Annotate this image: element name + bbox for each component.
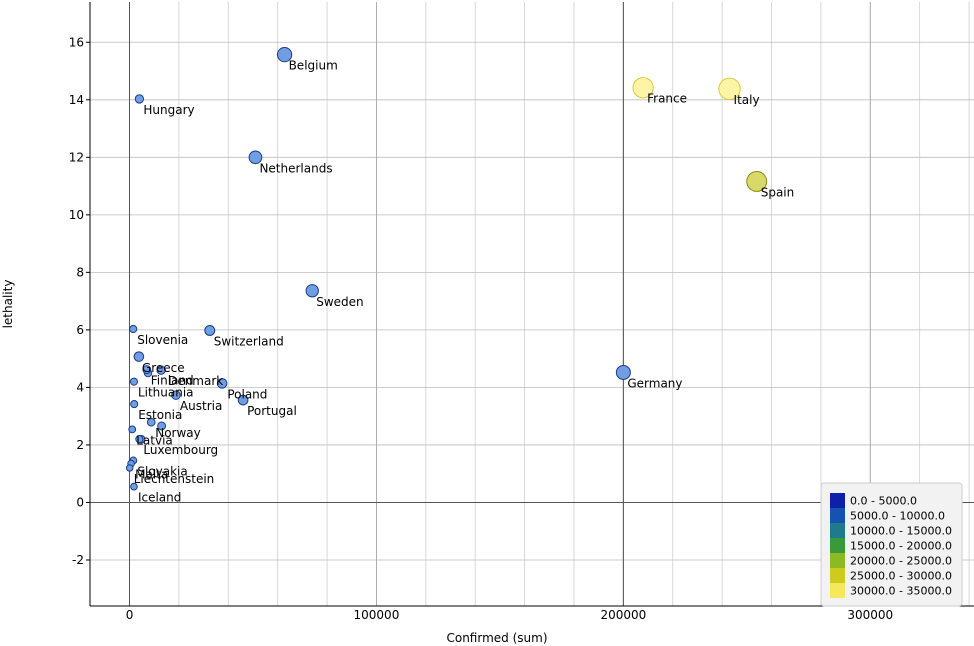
legend-swatch bbox=[830, 508, 845, 523]
x-tick-label: 200000 bbox=[600, 608, 646, 622]
label-slovenia: Slovenia bbox=[137, 333, 188, 347]
label-malta: Malta bbox=[135, 468, 168, 482]
legend-swatch bbox=[830, 568, 845, 583]
point-liechtenstein bbox=[125, 464, 134, 472]
legend-box bbox=[820, 482, 963, 607]
point-sweden bbox=[305, 284, 319, 298]
label-iceland: Iceland bbox=[138, 491, 181, 505]
label-austria: Austria bbox=[180, 399, 222, 413]
label-lithuania: Lithuania bbox=[138, 386, 194, 400]
point-spain bbox=[746, 171, 768, 192]
legend-label: 25000.0 - 30000.0 bbox=[850, 570, 952, 583]
label-spain: Spain bbox=[761, 185, 795, 199]
legend-swatch bbox=[830, 523, 845, 538]
point-italy bbox=[718, 77, 741, 101]
label-slovakia: Slovakia bbox=[137, 464, 187, 478]
point-denmark bbox=[156, 365, 166, 375]
x-tick-label: 300000 bbox=[847, 608, 893, 622]
y-tick-label: 0 bbox=[76, 495, 84, 509]
y-tick-label: 6 bbox=[76, 323, 84, 337]
label-latvia: Latvia bbox=[136, 433, 173, 447]
point-luxembourg bbox=[135, 435, 144, 444]
label-germany: Germany bbox=[627, 376, 682, 390]
y-tick-label: 14 bbox=[69, 93, 84, 107]
y-axis-title: lethality bbox=[1, 280, 15, 329]
label-liechtenstein: Liechtenstein bbox=[134, 472, 215, 486]
x-axis-title: Confirmed (sum) bbox=[446, 631, 547, 645]
point-netherlands bbox=[248, 150, 263, 165]
y-tick-label: 2 bbox=[76, 438, 84, 452]
legend-label: 15000.0 - 20000.0 bbox=[850, 540, 952, 553]
label-france: France bbox=[647, 92, 687, 106]
legend-label: 10000.0 - 15000.0 bbox=[850, 525, 952, 538]
legend-swatch bbox=[830, 583, 845, 598]
y-tick-label: 8 bbox=[76, 265, 84, 279]
label-poland: Poland bbox=[227, 387, 267, 401]
legend-swatch bbox=[830, 493, 845, 508]
point-latvia bbox=[128, 425, 137, 434]
point-labels: Belgium Hungary France Italy Netherlands Spai… bbox=[134, 59, 795, 505]
point-slovenia bbox=[129, 324, 138, 334]
point-czech-republic bbox=[157, 421, 167, 431]
point-france bbox=[632, 77, 654, 99]
color-legend: 0.0 - 5000.0 5000.0 - 10000.0 10000.0 - 15… bbox=[820, 482, 963, 607]
point-lithuania bbox=[129, 377, 139, 386]
point-germany bbox=[615, 364, 631, 380]
label-denmark: Denmark bbox=[168, 374, 223, 388]
y-tick-label: -2 bbox=[72, 553, 84, 567]
legend-swatch bbox=[830, 538, 845, 553]
label-netherlands: Netherlands bbox=[259, 161, 332, 175]
point-switzerland bbox=[204, 324, 216, 336]
y-tick-label: 10 bbox=[69, 208, 84, 222]
label-sweden: Sweden bbox=[316, 295, 363, 309]
label-italy: Italy bbox=[734, 93, 760, 107]
data-points bbox=[125, 46, 768, 491]
y-tick-label: 16 bbox=[69, 35, 84, 49]
label-finland: Finland bbox=[151, 374, 194, 388]
legend-swatch bbox=[830, 553, 845, 568]
point-austria bbox=[171, 390, 181, 400]
point-norway bbox=[146, 417, 156, 427]
label-estonia: Estonia bbox=[138, 408, 182, 422]
point-hungary bbox=[134, 94, 145, 104]
label-portugal: Portugal bbox=[247, 404, 297, 418]
x-tick-label: 0 bbox=[126, 608, 134, 622]
label-norway: Norway bbox=[155, 426, 201, 440]
point-finland bbox=[142, 365, 152, 374]
legend-label: 0.0 - 5000.0 bbox=[850, 495, 917, 508]
y-tick-label: 4 bbox=[76, 380, 84, 394]
point-belgium bbox=[276, 46, 293, 63]
point-iceland bbox=[130, 482, 138, 491]
legend-label: 30000.0 - 35000.0 bbox=[850, 585, 952, 598]
point-estonia bbox=[130, 400, 139, 409]
legend-label: 5000.0 - 10000.0 bbox=[850, 510, 945, 523]
label-greece: Greece bbox=[142, 361, 185, 375]
legend-label: 20000.0 - 25000.0 bbox=[850, 555, 952, 568]
y-tick-label: 12 bbox=[69, 150, 84, 164]
y-axis-ticks: -2 0 2 4 6 8 10 12 14 16 bbox=[69, 35, 90, 567]
label-belgium: Belgium bbox=[289, 59, 338, 73]
label-hungary: Hungary bbox=[143, 103, 194, 117]
label-luxembourg: Luxembourg bbox=[143, 443, 218, 457]
x-axis-ticks: 0 100000 200000 300000 bbox=[126, 608, 894, 622]
point-romania bbox=[133, 351, 145, 362]
x-tick-label: 100000 bbox=[354, 608, 400, 622]
label-switzerland: Switzerland bbox=[214, 334, 284, 348]
point-portugal bbox=[237, 394, 249, 406]
point-poland bbox=[216, 378, 228, 389]
